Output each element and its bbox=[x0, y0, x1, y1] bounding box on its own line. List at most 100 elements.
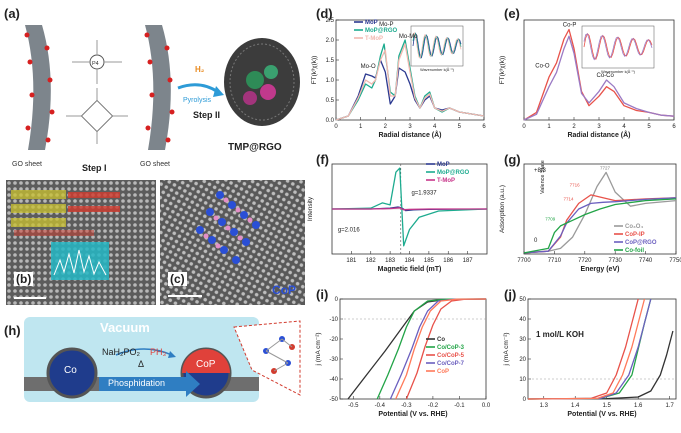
annotation-label: Valence State bbox=[540, 160, 546, 194]
x-tick-label: 1 bbox=[547, 124, 551, 130]
pyrolysis-text: Pyrolysis bbox=[183, 97, 212, 104]
y-tick-label: -10 bbox=[329, 317, 338, 323]
series-line-Co/CoP-5 bbox=[527, 298, 639, 400]
x-tick-label: 1.5 bbox=[603, 403, 612, 409]
x-axis-label: Magnetic field (mT) bbox=[378, 266, 442, 273]
y-tick-label: -40 bbox=[329, 377, 338, 383]
panel-g: (g) 7700 7710 7720 7730 7740 7750 Energy (eV) A… bbox=[494, 150, 681, 285]
panel-label-b: (b) bbox=[14, 272, 34, 286]
series-line-MoP bbox=[335, 59, 485, 121]
reaction-arrow-icon bbox=[115, 348, 173, 356]
y-tick-label: 10 bbox=[519, 377, 526, 383]
y-axis-label: FT(k³χ(k)) bbox=[311, 56, 318, 85]
y-tick-label: -30 bbox=[329, 357, 338, 363]
x-tick-label: 181 bbox=[346, 258, 357, 264]
x-tick-label: 7740 bbox=[639, 258, 653, 264]
product-text: TMP@RGO bbox=[228, 142, 282, 153]
panel-label-e: (e) bbox=[504, 6, 520, 21]
co-particle bbox=[46, 347, 98, 399]
x-tick-label: 187 bbox=[463, 258, 474, 264]
annotation-label: Co-Co bbox=[597, 73, 615, 79]
step2-text: Step II bbox=[193, 110, 220, 120]
annotation-label: Mo-O bbox=[361, 64, 376, 70]
legend-label: MoP@RGO bbox=[365, 28, 398, 34]
y-tick-label: 2.0 bbox=[326, 38, 335, 44]
go-sheet-left-text: GO sheet bbox=[12, 161, 42, 168]
annotation-label: 7727 bbox=[600, 166, 611, 171]
cop-crystal-icon bbox=[233, 320, 301, 396]
legend-label: Co/CoP-7 bbox=[437, 361, 465, 367]
legend-label: T-MoP bbox=[365, 36, 383, 42]
series-line-Co bbox=[527, 330, 674, 400]
y-tick-label: 0 bbox=[523, 397, 527, 403]
x-axis-label: Energy (eV) bbox=[581, 266, 620, 273]
cop-text: CoP bbox=[272, 283, 296, 297]
step1-text: Step I bbox=[82, 163, 107, 173]
panel-label-a: (a) bbox=[4, 6, 20, 21]
x-tick-label: 186 bbox=[443, 258, 454, 264]
legend-label: Co bbox=[437, 337, 445, 343]
y-tick-label: 0.0 bbox=[326, 118, 335, 124]
x-tick-label: 1.4 bbox=[571, 403, 580, 409]
x-tick-label: 0.0 bbox=[482, 403, 491, 409]
x-tick-label: -0.1 bbox=[454, 403, 465, 409]
x-tick-label: -0.4 bbox=[375, 403, 386, 409]
y-tick-label: 0 bbox=[335, 297, 339, 303]
panel-a: (a) P4 bbox=[0, 0, 305, 175]
x-tick-label: 1 bbox=[359, 124, 363, 130]
annotation-label: g=2.016 bbox=[338, 228, 361, 234]
x-tick-label: 5 bbox=[647, 124, 651, 130]
x-tick-label: 4 bbox=[622, 124, 626, 130]
x-tick-label: 3 bbox=[597, 124, 601, 130]
x-tick-label: -0.3 bbox=[401, 403, 412, 409]
annotation-label: 0 bbox=[534, 238, 538, 244]
annotation-label: 7714 bbox=[564, 197, 575, 202]
panel-e: (e) 0 1 2 3 4 5 6 Radial distance (Å) FT(k³χ(k))… bbox=[494, 0, 681, 150]
x-tick-label: 1.7 bbox=[666, 403, 675, 409]
panel-f: (f) 181 182 183 184 185 186 187 Magnetic field … bbox=[306, 150, 491, 285]
phosphidation-arrow-icon bbox=[186, 371, 200, 397]
x-tick-label: 4 bbox=[433, 124, 437, 130]
panel-b-tem-image bbox=[6, 180, 156, 305]
go-sheet-right-graphic bbox=[144, 25, 175, 150]
phosphidation-arrow-body bbox=[99, 377, 187, 391]
legend-label: MoP bbox=[437, 162, 450, 168]
inset-series-CoP-IP bbox=[583, 33, 653, 61]
panel-label-c: (c) bbox=[168, 272, 187, 286]
legend-label: CoP-IP bbox=[625, 232, 645, 238]
y-axis-label: FT(k³χ(k)) bbox=[499, 56, 506, 85]
gas-text: H₂ bbox=[195, 65, 205, 74]
annotation-label: +8/3 bbox=[534, 168, 547, 174]
plot-frame bbox=[523, 163, 677, 255]
tmp-rgo-nanotube-graphic bbox=[224, 38, 300, 126]
annotation-label: 1 mol/L KOH bbox=[536, 330, 584, 339]
panel-h-schematic bbox=[24, 317, 301, 402]
series-line-CoP bbox=[527, 298, 646, 400]
ph3-text: PH₃ bbox=[150, 347, 167, 357]
x-axis-label: Radial distance (Å) bbox=[378, 130, 441, 139]
polyoxometalate-molecule-graphic bbox=[66, 40, 128, 144]
phosphidation-text: Phosphidation bbox=[108, 378, 166, 388]
y-tick-label: 2.5 bbox=[326, 18, 335, 24]
x-tick-label: 7710 bbox=[548, 258, 562, 264]
chart-g: 7700 7710 7720 7730 7740 7750 Energy (eV) Adsor… bbox=[499, 160, 681, 273]
vacuum-text: Vacuum bbox=[100, 320, 150, 335]
plot-frame bbox=[527, 298, 677, 400]
annotation-label: Co-P bbox=[563, 23, 577, 29]
x-tick-label: 7730 bbox=[609, 258, 623, 264]
reagent-text: NaH₂PO₂ bbox=[102, 347, 140, 357]
x-tick-label: 7720 bbox=[578, 258, 592, 264]
panel-a-schematic: P4 H₂ Pyrolysis Step II TMP@RGO GO sheet… bbox=[12, 25, 300, 173]
panel-label-d: (d) bbox=[316, 6, 333, 21]
legend-label: Co₃O₄ bbox=[625, 224, 643, 230]
co-text: Co bbox=[64, 365, 77, 376]
x-axis-label: Potential (V vs. RHE) bbox=[567, 411, 636, 418]
inset-frame bbox=[581, 25, 655, 69]
delta-text: Δ bbox=[138, 359, 145, 369]
x-axis-label: Potential (V vs. RHE) bbox=[378, 411, 447, 418]
series-line-CoP bbox=[395, 298, 487, 400]
x-tick-label: 5 bbox=[458, 124, 462, 130]
x-tick-label: 7750 bbox=[669, 258, 681, 264]
series-line-T-MoP bbox=[335, 43, 485, 121]
